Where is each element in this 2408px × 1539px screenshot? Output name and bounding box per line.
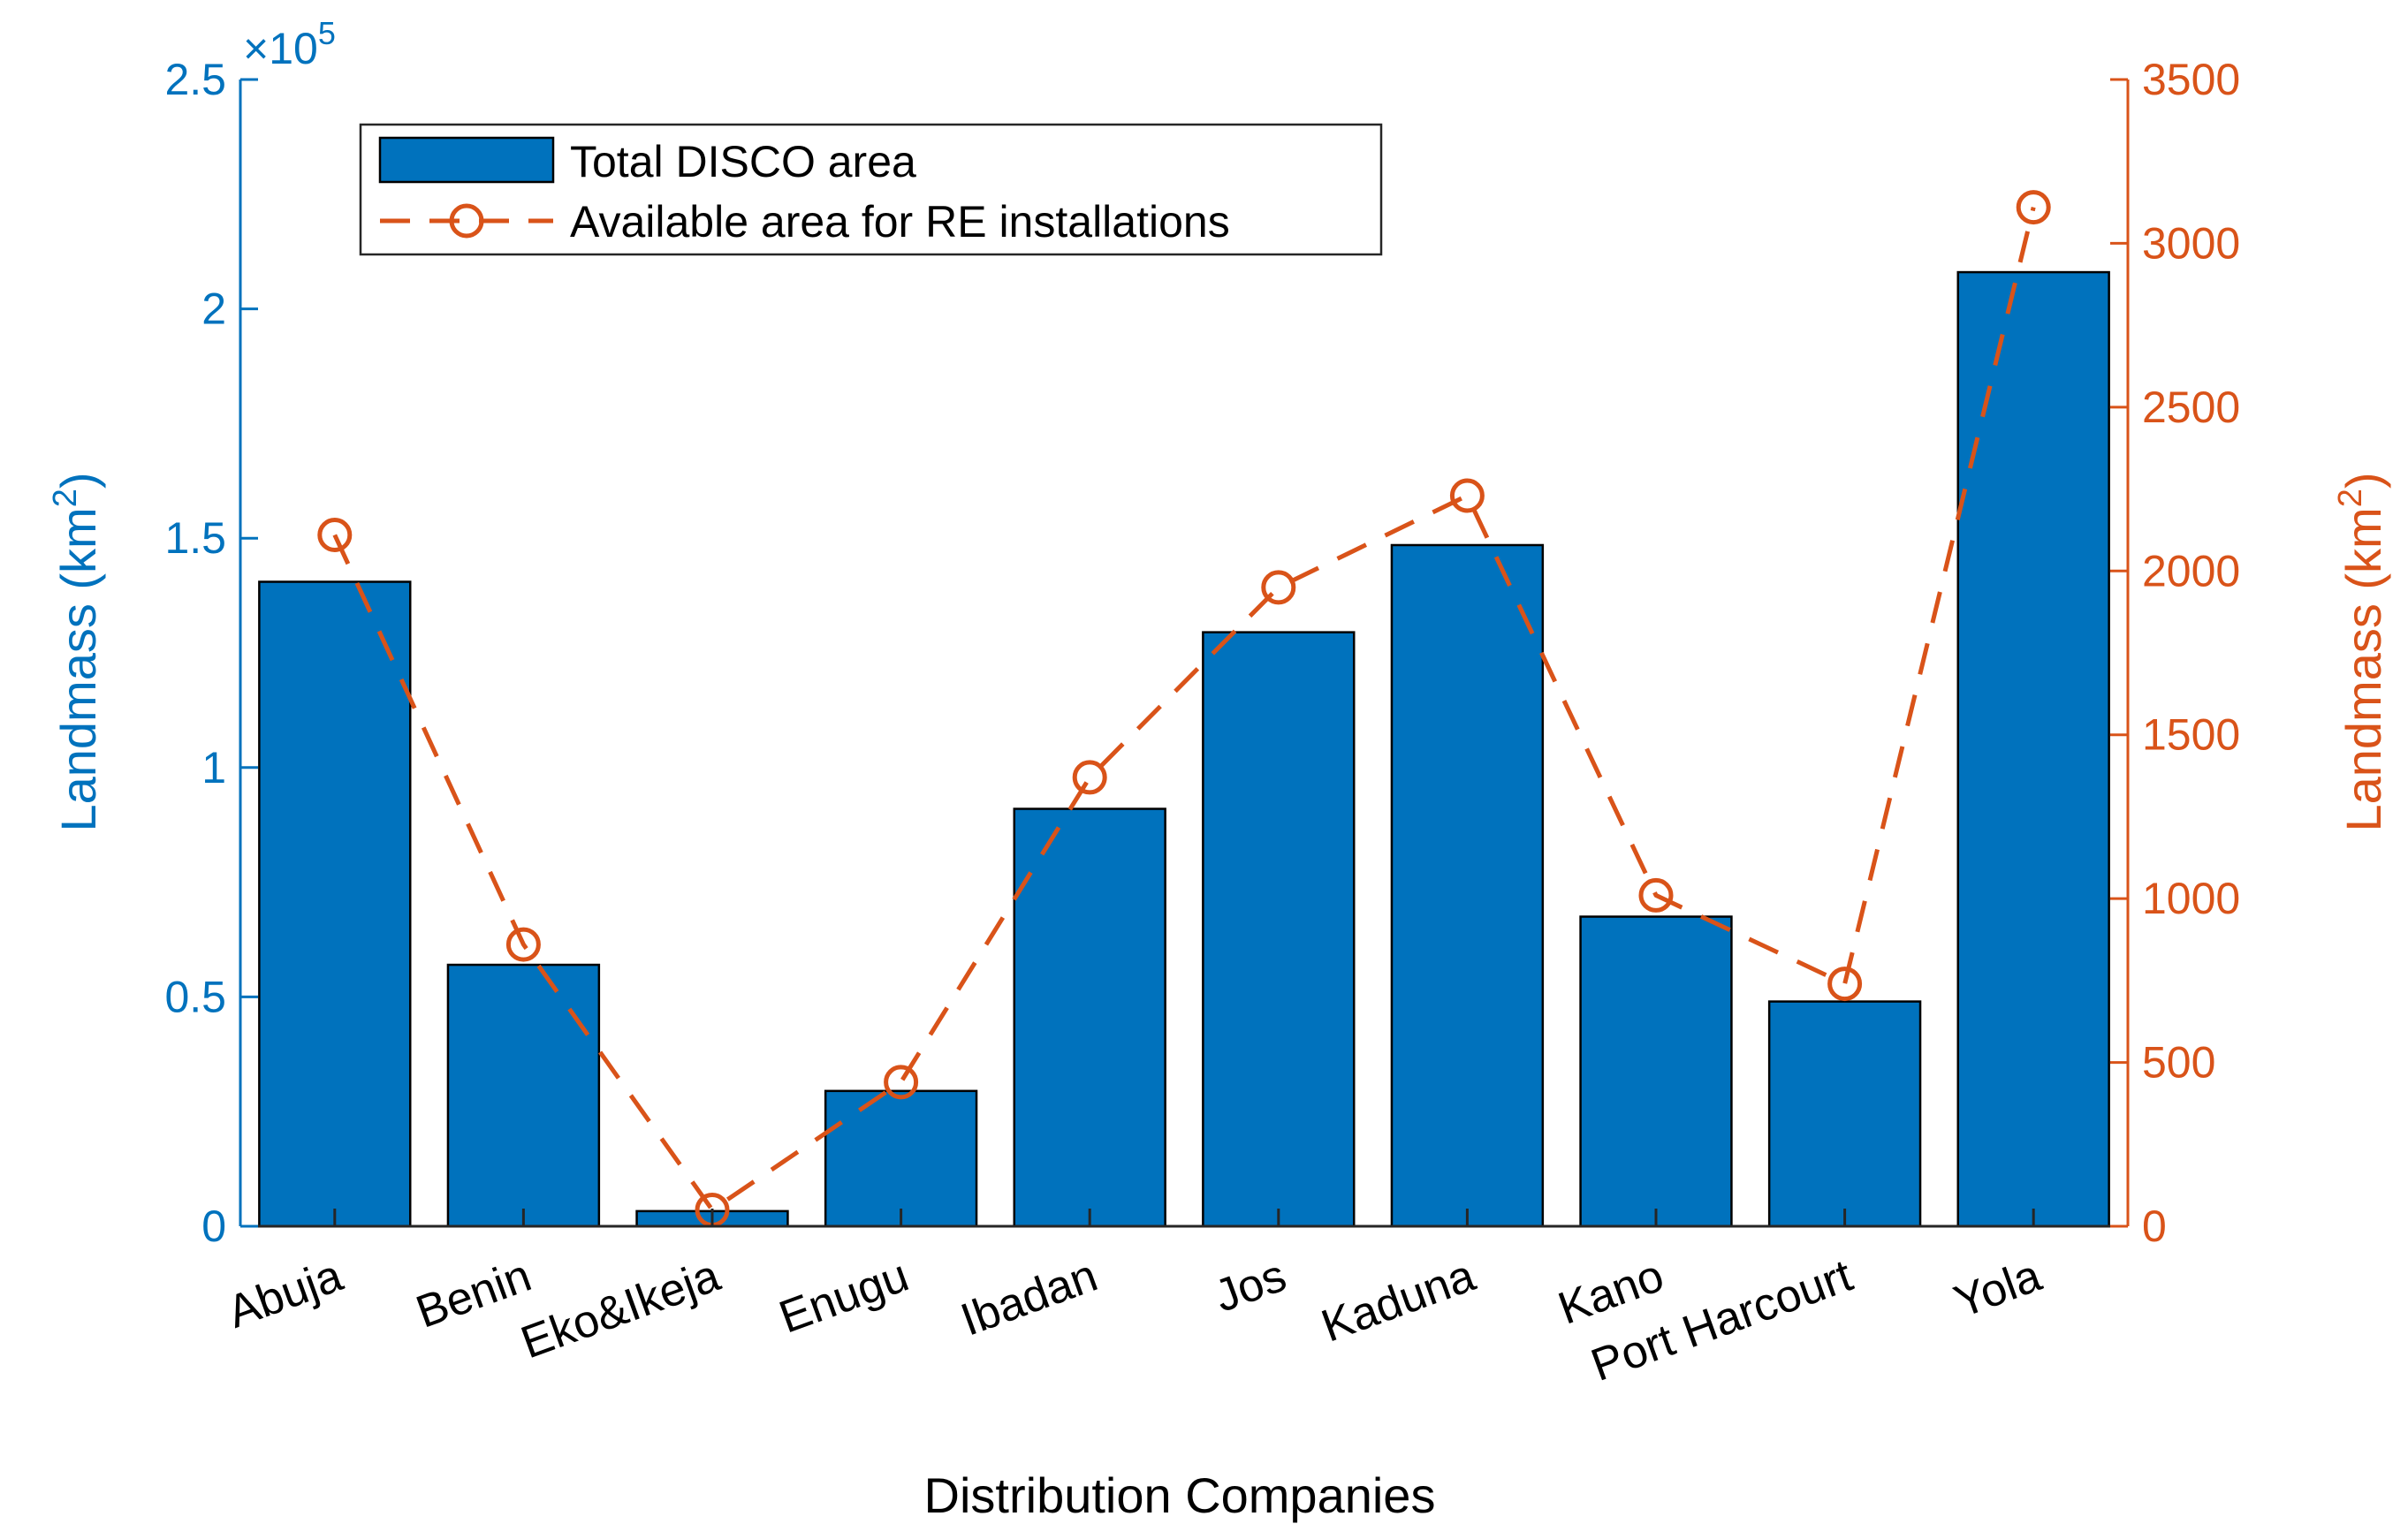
- x-tick-label: Yola: [1948, 1250, 2047, 1328]
- x-axis-title: Distribution Companies: [924, 1467, 1436, 1523]
- left-axis-title-sup: 2: [47, 489, 84, 507]
- marker-ibadan: [1072, 760, 1107, 795]
- x-tick-label: Ibadan: [954, 1250, 1104, 1346]
- left-axis-ticks: 0 0.5 1 1.5 2 2.5: [164, 55, 258, 1251]
- left-axis-title-main: Landmass (km: [50, 507, 106, 831]
- marker-jos: [1261, 570, 1296, 605]
- left-tick-label: 2: [201, 284, 226, 334]
- marker-abuja: [317, 517, 353, 552]
- legend-bar-swatch: [378, 136, 555, 184]
- x-tick-label: Enugu: [773, 1250, 915, 1344]
- marker-yola: [2016, 190, 2051, 225]
- bar-ibadan: [1013, 807, 1166, 1228]
- right-axis-title-sup: 2: [2332, 489, 2369, 507]
- legend-label-line: Available area for RE installations: [570, 197, 1230, 246]
- bar-enugu: [824, 1089, 978, 1228]
- available-area-line: [332, 207, 2036, 1212]
- right-tick-label: 2500: [2142, 383, 2240, 432]
- marker-port-harcourt: [1827, 967, 1863, 1002]
- x-tick-label: Eko&Ikeja: [514, 1250, 726, 1369]
- legend-line-marker: [449, 203, 484, 239]
- marker-enugu: [884, 1065, 919, 1100]
- right-tick-label: 0: [2142, 1202, 2167, 1251]
- right-tick-label: 1000: [2142, 874, 2240, 923]
- line-group: [317, 190, 2051, 1227]
- bar-abuja: [258, 580, 412, 1228]
- right-tick-label: 500: [2142, 1038, 2215, 1088]
- legend: Total DISCO area Available area for RE i…: [359, 123, 1383, 256]
- marker-benin: [505, 927, 541, 962]
- marker-kaduna: [1449, 478, 1485, 513]
- x-tick-label: Kaduna: [1315, 1250, 1481, 1353]
- bar-kano: [1579, 915, 1733, 1228]
- bar-benin: [446, 963, 601, 1228]
- x-tick-label: Jos: [1208, 1250, 1293, 1323]
- left-tick-label: 1.5: [164, 513, 226, 563]
- bar-group: [258, 270, 2110, 1228]
- right-tick-label: 1500: [2142, 710, 2240, 760]
- right-axis-ticks: 0 500 1000 1500 2000 2500 3000 3500: [2110, 55, 2240, 1251]
- left-tick-label: 0: [201, 1202, 226, 1251]
- bar-port-harcourt: [1767, 1000, 1922, 1228]
- left-axis-title: Landmass (km2): [47, 472, 106, 831]
- exponent-base: ×10: [243, 24, 318, 73]
- exponent-power: 5: [318, 15, 336, 51]
- left-axis-title-close: ): [50, 472, 106, 489]
- left-tick-label: 0.5: [164, 972, 226, 1021]
- right-axis-title-close: ): [2336, 472, 2391, 489]
- legend-label-bars: Total DISCO area: [570, 137, 916, 186]
- left-tick-label: 1: [201, 743, 226, 792]
- marker-kano: [1638, 877, 1674, 913]
- left-tick-label: 2.5: [164, 55, 226, 104]
- right-tick-label: 2000: [2142, 546, 2240, 595]
- right-axis-title-main: Landmass (km: [2336, 507, 2391, 831]
- right-tick-label: 3500: [2142, 55, 2240, 104]
- bar-kaduna: [1390, 543, 1545, 1228]
- right-tick-label: 3000: [2142, 218, 2240, 268]
- bar-jos: [1202, 631, 1356, 1228]
- left-axis-exponent: ×105: [243, 15, 336, 73]
- x-tick-label: Abuja: [221, 1250, 349, 1338]
- bar-yola: [1956, 270, 2110, 1228]
- right-axis-title: Landmass (km2): [2332, 472, 2391, 831]
